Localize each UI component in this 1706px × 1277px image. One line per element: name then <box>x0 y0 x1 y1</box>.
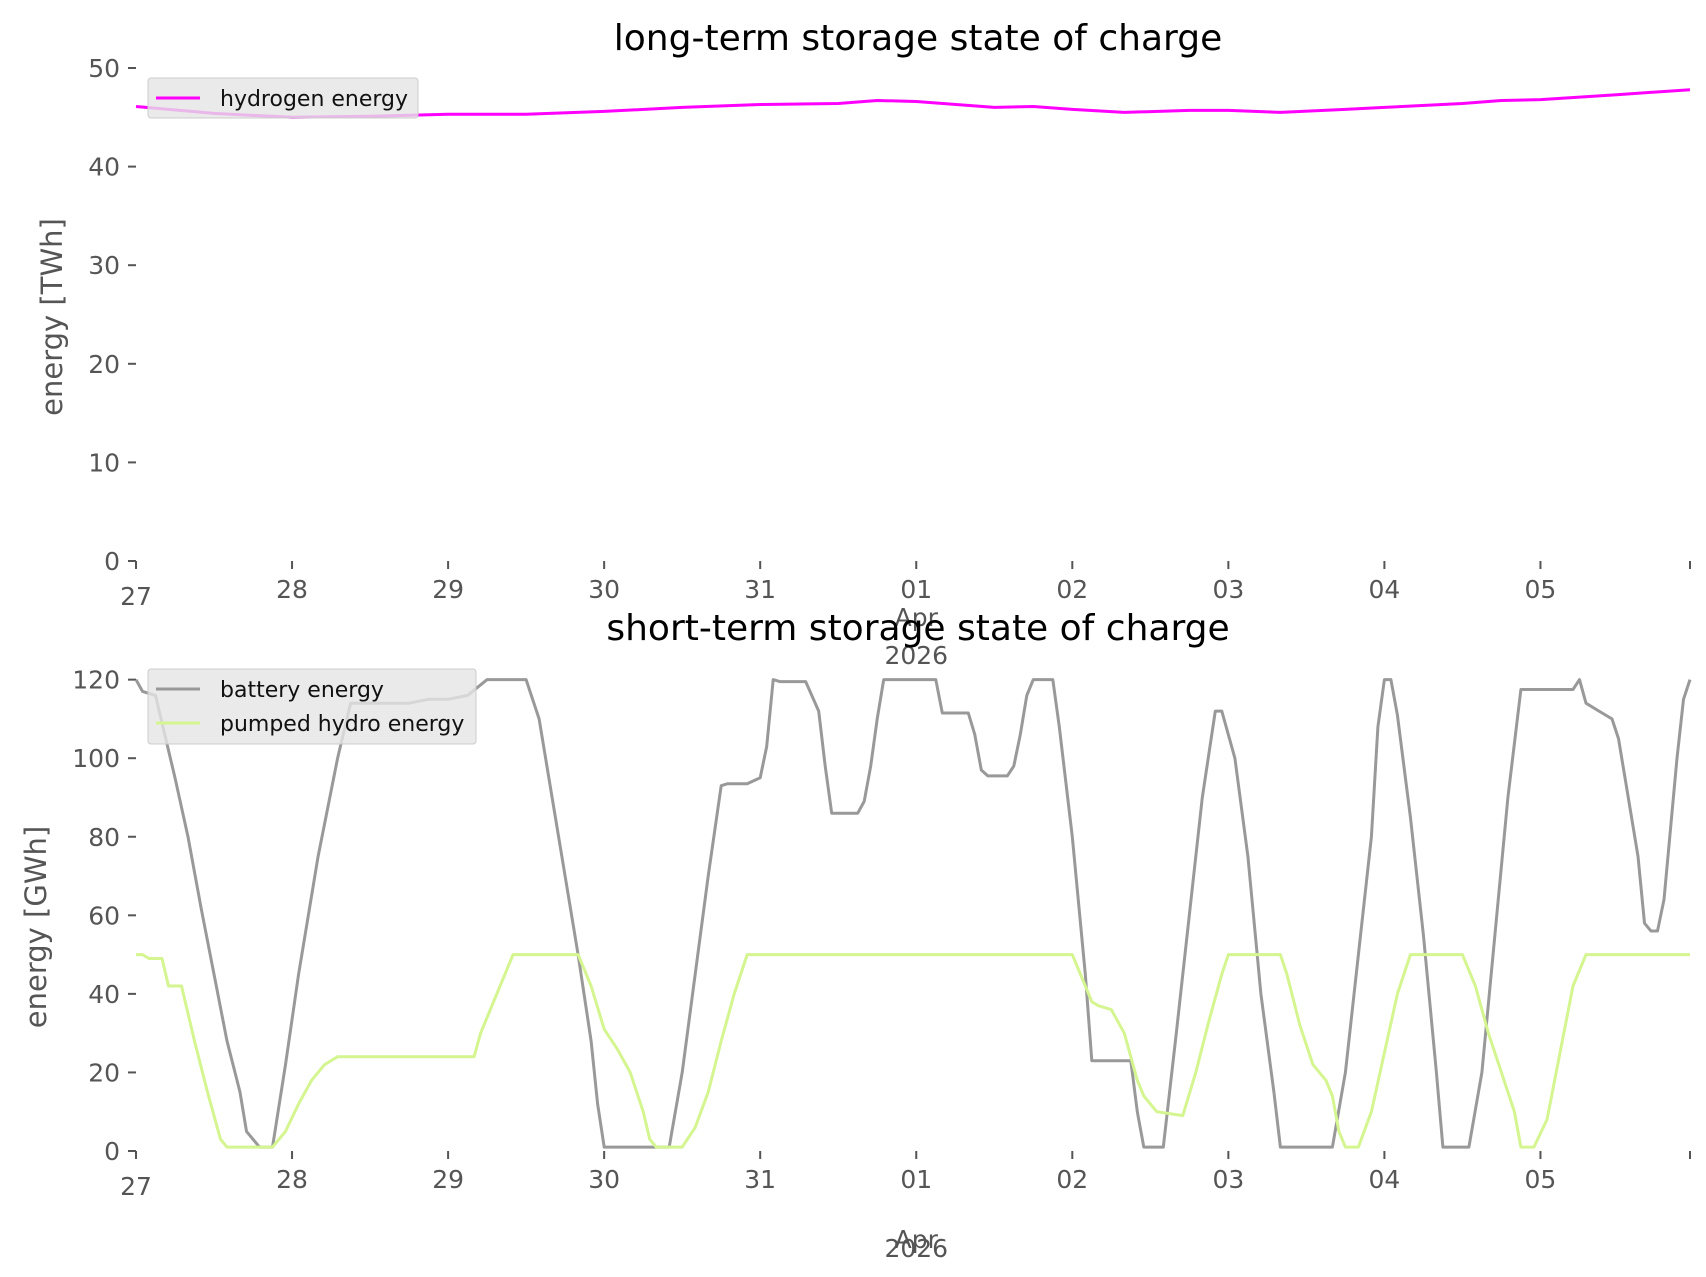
y-tick-label: 80 <box>88 823 120 852</box>
legend-label: pumped hydro energy <box>220 712 464 737</box>
x-axis-year-label: 2026 <box>884 641 948 670</box>
chart-title: short-term storage state of charge <box>606 608 1229 649</box>
x-tick-label: 02 <box>1056 575 1088 604</box>
x-tick-label: 04 <box>1368 1165 1400 1194</box>
x-tick-label: 28 <box>276 575 308 604</box>
x-axis-year-label: 2026 <box>884 1234 948 1263</box>
x-tick-label: 31 <box>744 575 776 604</box>
series-line-battery-energy <box>134 678 1692 1149</box>
x-tick-label: 05 <box>1525 1165 1557 1194</box>
y-tick-label: 40 <box>88 153 120 182</box>
chart-title: long-term storage state of charge <box>614 18 1222 59</box>
y-tick-label: 40 <box>88 980 120 1009</box>
x-tick-label: 30 <box>588 1165 620 1194</box>
y-tick-label: 10 <box>88 448 120 477</box>
x-axis-month-label: Apr <box>895 603 939 632</box>
x-tick-label: 02 <box>1056 1165 1088 1194</box>
y-tick-label: 20 <box>88 350 120 379</box>
y-tick-label: 50 <box>88 54 120 83</box>
x-tick-label: 27 <box>120 1172 152 1201</box>
y-tick-label: 30 <box>88 251 120 280</box>
y-axis-label: energy [GWh] <box>19 826 53 1028</box>
x-tick-label: 05 <box>1525 575 1557 604</box>
x-tick-label: 01 <box>900 575 932 604</box>
legend: battery energy pumped hydro energy <box>147 668 477 745</box>
short-term-storage-chart: short-term storage state of charge energ… <box>19 608 1692 1263</box>
long-term-storage-chart: long-term storage state of charge energy… <box>35 18 1691 670</box>
plot-area <box>135 88 1691 119</box>
x-tick-label: 04 <box>1368 575 1400 604</box>
x-tick-label: 29 <box>432 575 464 604</box>
x-tick-label: 28 <box>276 1165 308 1194</box>
x-tick-label: 30 <box>588 575 620 604</box>
x-tick-label: 31 <box>744 1165 776 1194</box>
y-tick-label: 0 <box>104 1137 120 1166</box>
y-tick-label: 0 <box>104 547 120 576</box>
x-axis-month-label: Apr <box>895 1225 939 1254</box>
legend: hydrogen energy <box>147 77 419 119</box>
x-tick-label: 03 <box>1212 575 1244 604</box>
legend-label: battery energy <box>220 678 384 703</box>
y-axis: 0 20 40 60 80 100 120 <box>72 666 136 1166</box>
series-line-hydrogen-energy <box>135 88 1691 119</box>
legend-box <box>147 668 477 745</box>
legend-label: hydrogen energy <box>220 87 408 112</box>
x-tick-label: 03 <box>1212 1165 1244 1194</box>
plot-area <box>134 678 1692 1149</box>
x-axis: 27 28 29 30 31 01 02 03 04 05 Apr 2026 <box>120 561 1691 670</box>
y-axis: 0 10 20 30 40 50 <box>88 54 136 576</box>
x-tick-label: 29 <box>432 1165 464 1194</box>
x-tick-label: 27 <box>120 582 152 611</box>
y-tick-label: 100 <box>72 744 120 773</box>
y-tick-label: 120 <box>72 666 120 695</box>
y-axis-label: energy [TWh] <box>35 218 69 416</box>
y-tick-label: 20 <box>88 1058 120 1087</box>
series-line-pumped-hydro-energy <box>136 953 1690 1149</box>
legend-box <box>147 77 419 119</box>
y-tick-label: 60 <box>88 901 120 930</box>
x-tick-label: 01 <box>900 1165 932 1194</box>
